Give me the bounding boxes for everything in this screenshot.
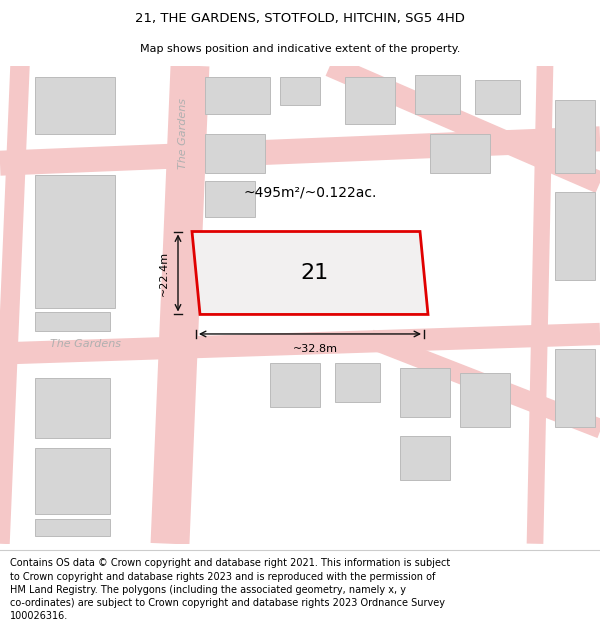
Polygon shape — [400, 368, 450, 417]
Polygon shape — [35, 78, 115, 134]
Text: Contains OS data © Crown copyright and database right 2021. This information is : Contains OS data © Crown copyright and d… — [10, 558, 451, 621]
Polygon shape — [400, 436, 450, 481]
Polygon shape — [192, 231, 428, 314]
Polygon shape — [345, 78, 395, 124]
Text: ~495m²/~0.122ac.: ~495m²/~0.122ac. — [244, 186, 377, 199]
Polygon shape — [555, 100, 595, 173]
Text: Map shows position and indicative extent of the property.: Map shows position and indicative extent… — [140, 44, 460, 54]
Text: The Gardens: The Gardens — [178, 98, 188, 169]
Polygon shape — [205, 181, 255, 217]
Polygon shape — [280, 78, 320, 104]
Text: ~32.8m: ~32.8m — [293, 344, 337, 354]
Polygon shape — [35, 175, 115, 308]
Text: 21: 21 — [301, 263, 329, 283]
Polygon shape — [35, 519, 110, 536]
Text: 21, THE GARDENS, STOTFOLD, HITCHIN, SG5 4HD: 21, THE GARDENS, STOTFOLD, HITCHIN, SG5 … — [135, 12, 465, 25]
Polygon shape — [430, 134, 490, 173]
Polygon shape — [205, 134, 265, 173]
Polygon shape — [415, 76, 460, 114]
Polygon shape — [270, 363, 320, 407]
Polygon shape — [35, 378, 110, 438]
Polygon shape — [555, 192, 595, 280]
Polygon shape — [460, 373, 510, 427]
Polygon shape — [205, 78, 270, 114]
Polygon shape — [555, 349, 595, 427]
Polygon shape — [335, 363, 380, 403]
Text: The Gardens: The Gardens — [49, 339, 121, 349]
Text: ~22.4m: ~22.4m — [159, 251, 169, 296]
Polygon shape — [475, 80, 520, 114]
Polygon shape — [35, 311, 110, 331]
Polygon shape — [35, 448, 110, 514]
